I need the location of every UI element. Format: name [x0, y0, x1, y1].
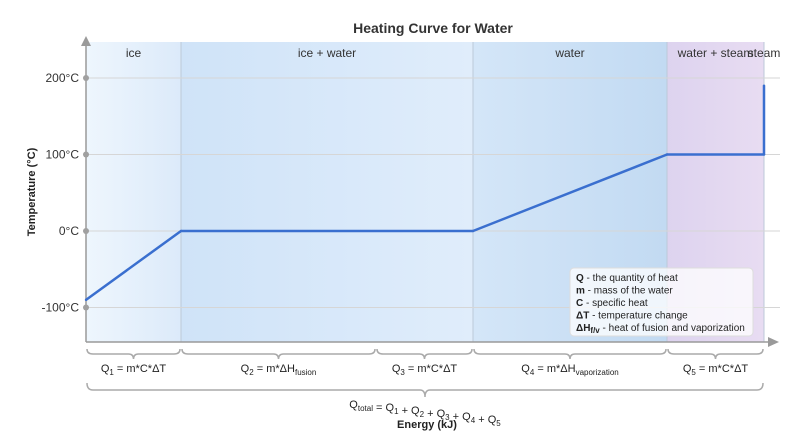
x-axis-arrow: [768, 337, 779, 347]
phase-band-0: [86, 42, 181, 342]
y-tick-label: 100°C: [46, 148, 80, 162]
data-series: [84, 84, 766, 302]
data-point: [762, 153, 766, 156]
y-tick-marker: [83, 75, 89, 81]
y-tick-label: 0°C: [59, 224, 79, 238]
y-axis-arrow: [81, 36, 91, 46]
brace-5: [667, 348, 764, 360]
legend: Q - the quantity of heat m - mass of the …: [569, 267, 754, 337]
data-point: [762, 84, 766, 87]
equation-1: Q1 = m*C*ΔT: [101, 363, 167, 377]
y-tick-marker: [83, 151, 89, 158]
brace-total: [86, 382, 764, 398]
legend-entry: ΔT - temperature change: [576, 311, 688, 322]
equation-2: Q2 = m*ΔHfusion: [241, 363, 317, 377]
equation-3: Q3 = m*C*ΔT: [392, 363, 458, 377]
phase-band-1: [181, 42, 473, 342]
axes: [81, 36, 779, 347]
brace-4: [473, 348, 667, 360]
brace-1: [86, 348, 181, 360]
series-line-0: [85, 85, 766, 301]
legend-entry: m - mass of the water: [576, 286, 673, 297]
data-point: [84, 298, 88, 302]
phase-label: water: [554, 46, 584, 60]
brace-2: [181, 348, 376, 360]
phase-label: ice + water: [298, 46, 356, 60]
legend-entry: Q - the quantity of heat: [576, 273, 678, 284]
brace-3: [376, 348, 473, 360]
equation-total: Qtotal = Q1 + Q2 + Q3 + Q4 + Q5: [349, 399, 501, 428]
data-point: [179, 229, 183, 233]
equation-4: Q4 = m*ΔHvaporization: [521, 363, 618, 377]
legend-entry: C - specific heat: [576, 298, 648, 309]
y-tick-marker: [83, 304, 89, 311]
y-axis-title: Temperature (°C): [26, 147, 38, 236]
energy-braces: Q1 = m*C*ΔT Q2 = m*ΔHfusion Q3 = m*C*ΔT Q4 …: [86, 348, 764, 428]
phase-label: water + steam: [677, 46, 754, 60]
x-axis-title: Energy (kJ): [397, 419, 457, 431]
data-point: [471, 229, 475, 233]
y-tick-label: -100°C: [42, 301, 80, 315]
equation-5: Q5 = m*C*ΔT: [683, 363, 749, 377]
y-tick-label: 200°C: [46, 71, 80, 85]
y-ticks: -100°C 0°C 100°C 200°C: [42, 71, 89, 315]
data-point: [665, 153, 669, 156]
legend-entry: ΔHf/v - heat of fusion and vaporization: [576, 323, 745, 335]
phase-label: ice: [126, 46, 142, 60]
chart-title: Heating Curve for Water: [353, 20, 513, 36]
y-tick-marker: [83, 228, 89, 234]
